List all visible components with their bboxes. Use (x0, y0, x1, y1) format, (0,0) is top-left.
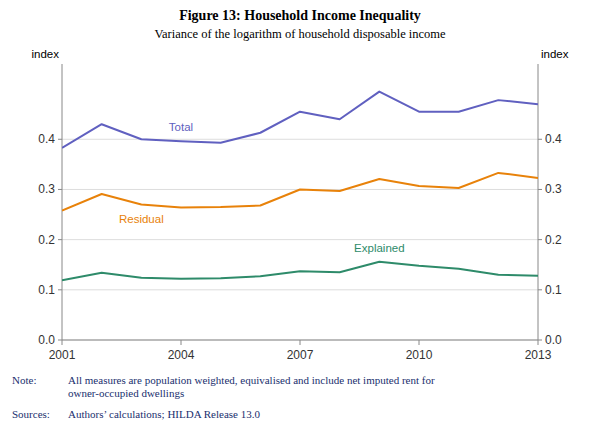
y-tick-label: 0.1 (38, 283, 55, 297)
x-tick (300, 340, 301, 345)
series-label: Total (169, 121, 193, 133)
y2-tick-label: 0.4 (545, 132, 562, 146)
grid-line (62, 289, 538, 290)
y-tick (58, 189, 62, 190)
note-line: All measures are population weighted, eq… (68, 374, 435, 386)
y2-axis-label: index (541, 48, 569, 60)
x-tick-label: 2013 (525, 348, 552, 362)
grid-line (62, 139, 538, 140)
sources-label: Sources: (12, 408, 50, 420)
notes: Note: All measures are population weighte… (12, 374, 435, 420)
note-text: All measures are population weighted, eq… (68, 374, 435, 399)
x-tick-label: 2004 (168, 348, 195, 362)
y2-tick (538, 139, 542, 140)
series-line (62, 173, 538, 211)
series-labels: Total Residual Explained (119, 121, 405, 253)
y-tick-label: 0.4 (38, 132, 55, 146)
subtitle: Variance of the logarithm of household d… (154, 27, 446, 41)
lines (62, 92, 538, 281)
y2-tick-label: 0.0 (545, 333, 562, 347)
series-line (62, 92, 538, 148)
sources-text: Authors’ calculations; HILDA Release 13.… (68, 408, 260, 420)
y-tick-label: 0.2 (38, 233, 55, 247)
y2-tick-label: 0.2 (545, 233, 562, 247)
y-tick (58, 289, 62, 290)
y2-tick (538, 239, 542, 240)
axes: 200120042007201020130.00.10.20.30.40.00.… (32, 48, 569, 362)
x-tick-label: 2010 (406, 348, 433, 362)
x-tick (538, 340, 539, 345)
y-axis-label: index (32, 48, 60, 60)
x-tick (62, 340, 63, 345)
y-tick-label: 0.3 (38, 182, 55, 196)
x-tick (181, 340, 182, 345)
x-tick-label: 2001 (49, 348, 76, 362)
x-tick (419, 340, 420, 345)
note-line: owner-occupied dwellings (68, 387, 184, 399)
y-tick (58, 340, 62, 341)
title: Figure 13: Household Income Inequality (179, 8, 421, 23)
series-label: Explained (354, 242, 405, 254)
grid-line (62, 239, 538, 240)
chart: Figure 13: Household Income Inequality Va… (0, 0, 600, 434)
note-label: Note: (12, 374, 36, 386)
y-tick (58, 239, 62, 240)
y2-tick (538, 189, 542, 190)
series-label: Residual (119, 213, 164, 225)
y2-tick (538, 340, 542, 341)
grid (62, 139, 538, 340)
y-axis-line (62, 64, 63, 340)
y-tick-label: 0.0 (38, 333, 55, 347)
x-tick-label: 2007 (287, 348, 314, 362)
y2-tick-label: 0.1 (545, 283, 562, 297)
y-tick (58, 139, 62, 140)
y2-axis-line (538, 64, 539, 340)
y2-tick-label: 0.3 (545, 182, 562, 196)
y2-tick (538, 289, 542, 290)
series-line (62, 262, 538, 281)
